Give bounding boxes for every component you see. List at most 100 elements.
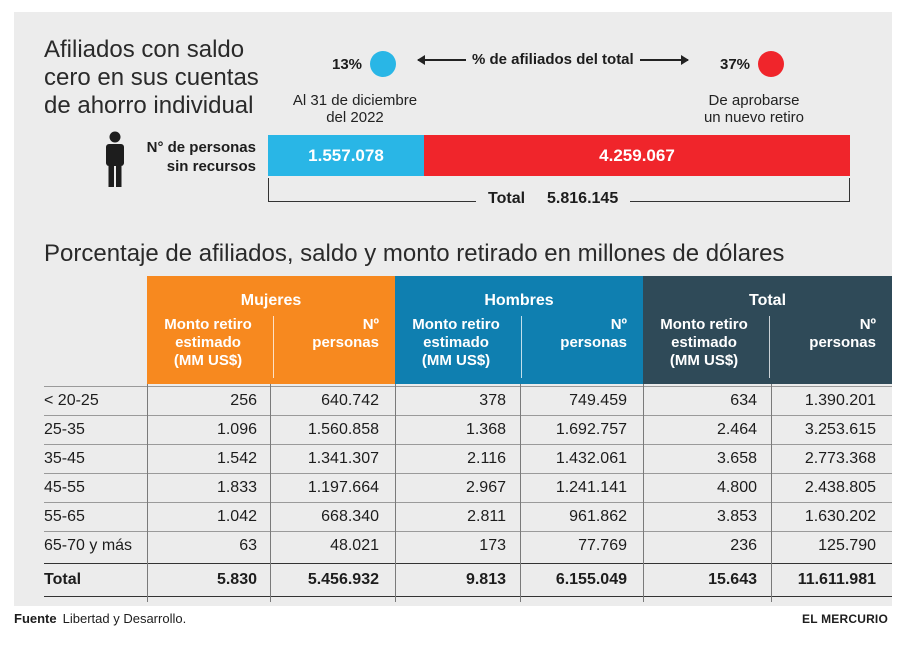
table-row: 55-65 1.042 668.340 2.811 961.862 3.853 1.630.… [44,502,892,531]
blue-dot-marker [370,51,396,77]
table-cell: 961.862 [569,503,627,531]
red-dot-marker [758,51,784,77]
table-cell: 1.833 [217,474,257,502]
table-cell: 15.643 [708,564,757,596]
subheader-monto-hombres: Monto retiro estimado (MM US$) [403,316,509,370]
row-label: 55-65 [44,503,144,531]
table-cell: 256 [230,387,257,415]
table-cell: 1.096 [217,416,257,444]
table-cell: 1.368 [466,416,506,444]
headline: Afiliados con saldo cero en sus cuentas … [44,36,259,120]
row-label: < 20-25 [44,387,144,415]
bar-current-value: 1.557.078 [268,135,424,176]
column-divider [520,384,521,602]
table-cell: 11.611.981 [798,564,876,596]
subheader-monto-mujeres: Monto retiro estimado (MM US$) [155,316,261,370]
table-cell: 2.116 [467,445,506,473]
table-cell: 173 [479,532,506,560]
subheader-personas-total: Nº personas [776,316,876,352]
footer-source: Fuente Libertad y Desarrollo. [14,611,186,626]
row-label: Total [44,564,144,596]
row-label: 45-55 [44,474,144,502]
pct-right-value: 37% [720,56,750,73]
table-cell: 1.692.757 [556,416,627,444]
table-title: Porcentaje de afiliados, saldo y monto r… [44,240,784,268]
table-cell: 3.253.615 [805,416,876,444]
table-cell: 4.800 [717,474,757,502]
row-label: 25-35 [44,416,144,444]
table-cell: 640.742 [321,387,379,415]
arrow-left-icon [418,59,466,61]
subheader-divider [521,316,522,378]
table-cell: 5.830 [217,564,257,596]
table-cell: 1.341.307 [308,445,379,473]
subheader-personas-mujeres: Nº personas [279,316,379,352]
group-title-total: Total [643,292,892,310]
note-right: De aprobarse un nuevo retiro [684,92,824,126]
pct-middle-label: % de afiliados del total [472,51,634,68]
pct-middle-label-group: % de afiliados del total [418,51,688,68]
note-left: Al 31 de diciembre del 2022 [280,92,430,126]
row-label: 35-45 [44,445,144,473]
table-cell: 1.432.061 [556,445,627,473]
total-label: Total [488,190,525,207]
table-total-row: Total 5.830 5.456.932 9.813 6.155.049 15.643 1… [44,563,892,597]
table-cell: 63 [239,532,257,560]
table-cell: 1.241.141 [556,474,627,502]
column-divider [643,384,644,602]
footer-source-label: Fuente [14,611,57,626]
column-divider [147,384,148,602]
arrow-right-icon [640,59,688,61]
table-cell: 9.813 [466,564,506,596]
table-cell: 378 [479,387,506,415]
subheader-personas-hombres: Nº personas [527,316,627,352]
subheader-divider [769,316,770,378]
table-cell: 749.459 [569,387,627,415]
table-cell: 2.967 [466,474,506,502]
table-cell: 1.197.664 [308,474,379,502]
table-row: < 20-25 256 640.742 378 749.459 634 1.390.201 [44,386,892,415]
table-row: 35-45 1.542 1.341.307 2.116 1.432.061 3.658 2.… [44,444,892,473]
table-cell: 5.456.932 [308,564,379,596]
bar-current: 1.557.078 [268,135,424,176]
table-cell: 125.790 [818,532,876,560]
subheader-monto-total: Monto retiro estimado (MM US$) [651,316,757,370]
table-cell: 1.560.858 [308,416,379,444]
table-row: 25-35 1.096 1.560.858 1.368 1.692.757 2.464 3.… [44,415,892,444]
table-cell: 1.630.202 [805,503,876,531]
pct-left-value: 13% [332,56,362,73]
total-value: 5.816.145 [547,190,618,207]
people-bar-label: N° de personas sin recursos [134,138,256,176]
group-title-hombres: Hombres [395,292,643,310]
total-summary: Total 5.816.145 [476,190,630,208]
table-cell: 3.853 [717,503,757,531]
bar-new-retiro: 4.259.067 [424,135,850,176]
header-group-total: Total Monto retiro estimado (MM US$) Nº … [643,276,892,384]
table-cell: 77.769 [578,532,627,560]
table-row: 45-55 1.833 1.197.664 2.967 1.241.141 4.800 2.… [44,473,892,502]
header-group-mujeres: Mujeres Monto retiro estimado (MM US$) N… [147,276,395,384]
column-divider [395,384,396,602]
table-cell: 1.390.201 [805,387,876,415]
group-title-mujeres: Mujeres [147,292,395,310]
pct-right-group: 37% [720,50,784,78]
table-cell: 2.811 [467,503,506,531]
table-cell: 1.042 [217,503,257,531]
header-group-hombres: Hombres Monto retiro estimado (MM US$) N… [395,276,643,384]
table-cell: 2.773.368 [805,445,876,473]
table-cell: 668.340 [321,503,379,531]
table-cell: 3.658 [717,445,757,473]
table-cell: 634 [730,387,757,415]
table-cell: 236 [730,532,757,560]
pct-left-group: 13% [332,50,396,78]
footer-brand: EL MERCURIO [802,612,888,626]
table-cell: 1.542 [217,445,257,473]
column-divider [270,384,271,602]
bar-new-retiro-value: 4.259.067 [424,135,850,176]
table-cell: 48.021 [330,532,379,560]
subheader-divider [273,316,274,378]
table-row: 65-70 y más 63 48.021 173 77.769 236 125.790 [44,531,892,560]
column-divider [771,384,772,602]
footer-source-text: Libertad y Desarrollo. [63,611,187,626]
person-icon [104,131,126,187]
